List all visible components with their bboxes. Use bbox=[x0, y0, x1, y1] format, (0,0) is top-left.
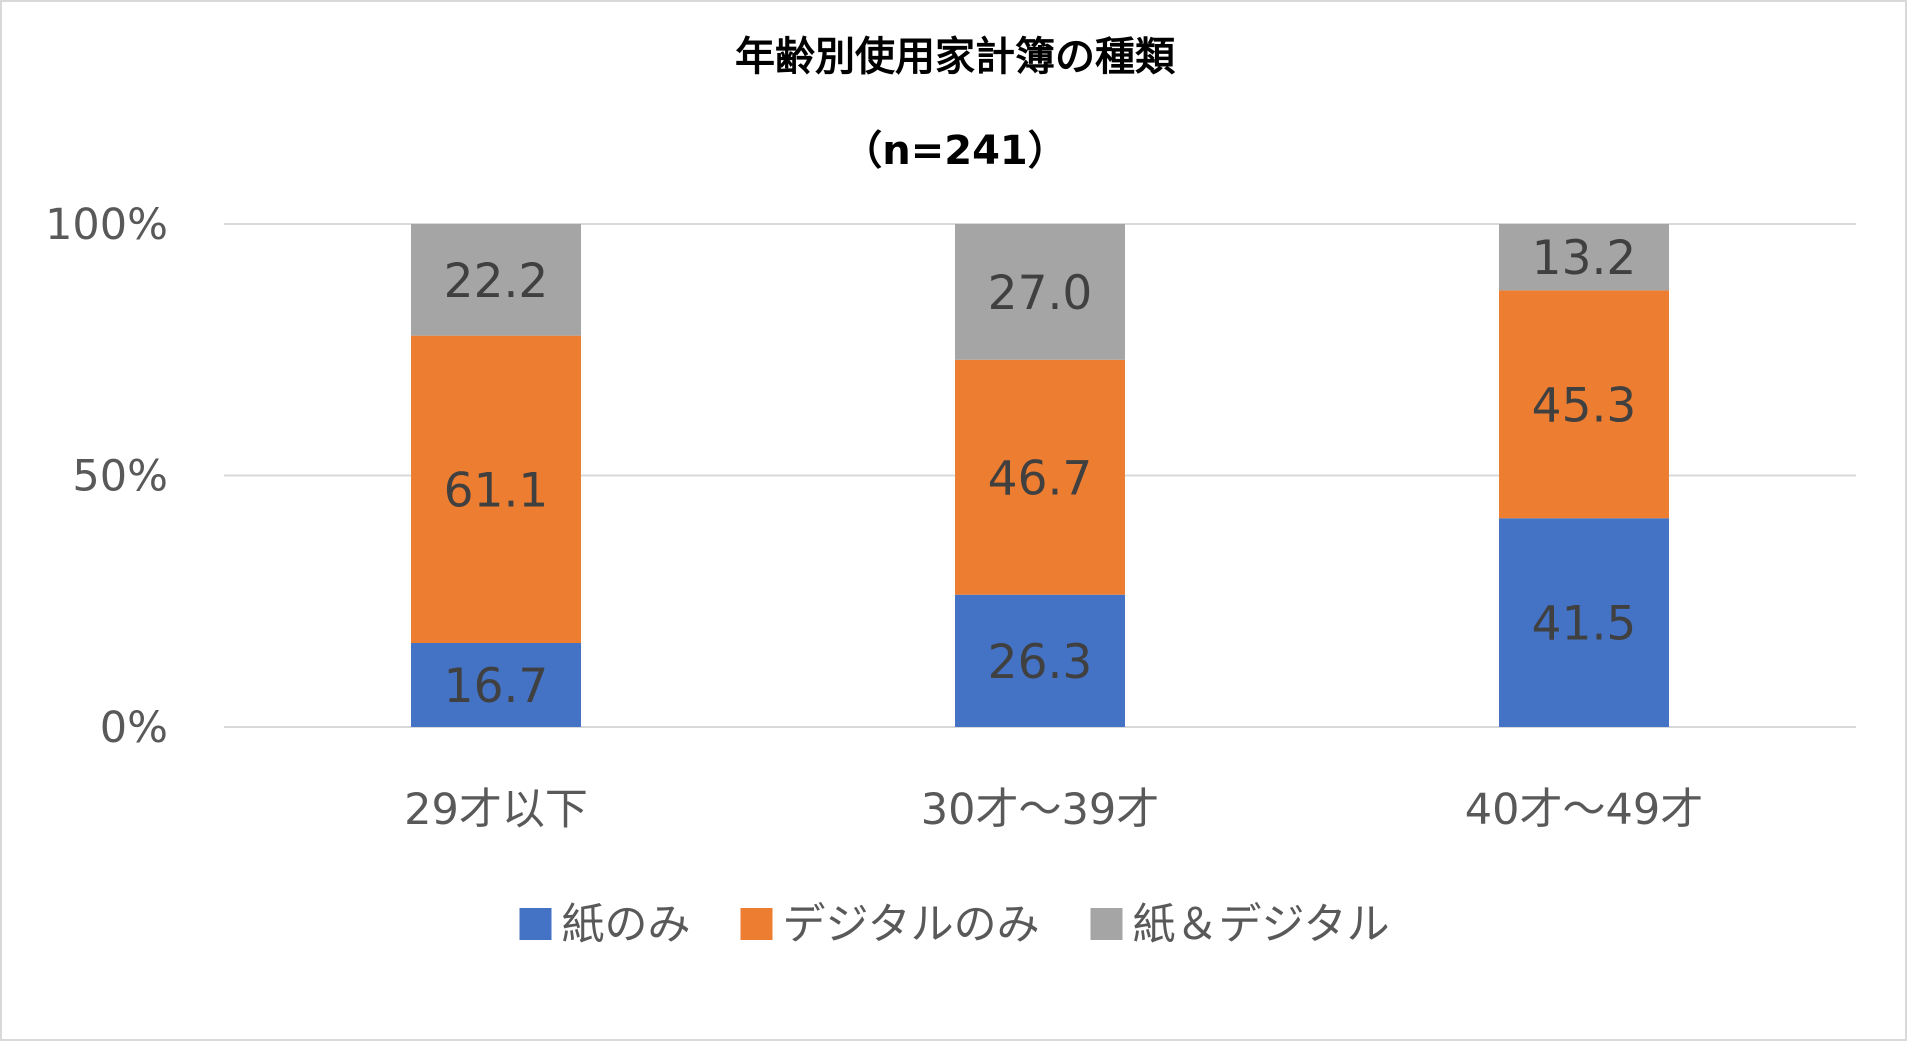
data-label: 46.7 bbox=[988, 451, 1093, 506]
legend-swatch bbox=[1090, 908, 1123, 940]
legend-swatch bbox=[519, 908, 552, 940]
data-label: 13.2 bbox=[1532, 231, 1637, 286]
data-label: 26.3 bbox=[988, 635, 1093, 690]
bars: 16.7 61.1 22.2 26.3 46.7 27.0 41.5 45.3 13.2 bbox=[411, 224, 1669, 727]
bar-segment bbox=[411, 642, 581, 727]
legend-item: 紙＆デジタル bbox=[1090, 900, 1390, 950]
legend-label: 紙のみ bbox=[562, 900, 691, 950]
y-tick-label: 0% bbox=[100, 703, 168, 753]
data-label: 27.0 bbox=[988, 266, 1093, 321]
data-label: 45.3 bbox=[1532, 378, 1637, 433]
bar-segment bbox=[411, 335, 581, 643]
x-axis: 29才以下 30才～39才 40才～49才 bbox=[404, 785, 1703, 835]
x-tick-label: 30才～39才 bbox=[921, 785, 1159, 835]
legend-item: デジタルのみ bbox=[740, 900, 1040, 950]
legend-label: 紙＆デジタル bbox=[1133, 900, 1390, 950]
data-label: 16.7 bbox=[444, 659, 549, 714]
legend: 紙のみ デジタルのみ 紙＆デジタル bbox=[519, 900, 1390, 950]
data-label: 61.1 bbox=[444, 463, 549, 518]
x-tick-label: 29才以下 bbox=[404, 785, 588, 835]
legend-label: デジタルのみ bbox=[783, 900, 1040, 950]
x-tick-label: 40才～49才 bbox=[1465, 785, 1703, 835]
bar-segment bbox=[955, 594, 1125, 727]
chart-subtitle: （n=241） bbox=[842, 128, 1068, 174]
y-tick-label: 100% bbox=[45, 200, 168, 250]
bar-segment bbox=[955, 359, 1125, 595]
data-label: 41.5 bbox=[1532, 597, 1637, 652]
legend-swatch bbox=[740, 908, 773, 940]
bar-segment bbox=[1499, 290, 1669, 519]
bar-segment bbox=[955, 224, 1125, 360]
bar-segment bbox=[411, 224, 581, 336]
bar-segment bbox=[1499, 518, 1669, 727]
bar-segment bbox=[1499, 224, 1669, 291]
y-axis: 0% 50% 100% bbox=[45, 200, 168, 753]
data-label: 22.2 bbox=[444, 254, 549, 309]
legend-item: 紙のみ bbox=[519, 900, 691, 950]
y-tick-label: 50% bbox=[72, 452, 168, 502]
chart-title: 年齢別使用家計簿の種類 bbox=[735, 34, 1176, 80]
